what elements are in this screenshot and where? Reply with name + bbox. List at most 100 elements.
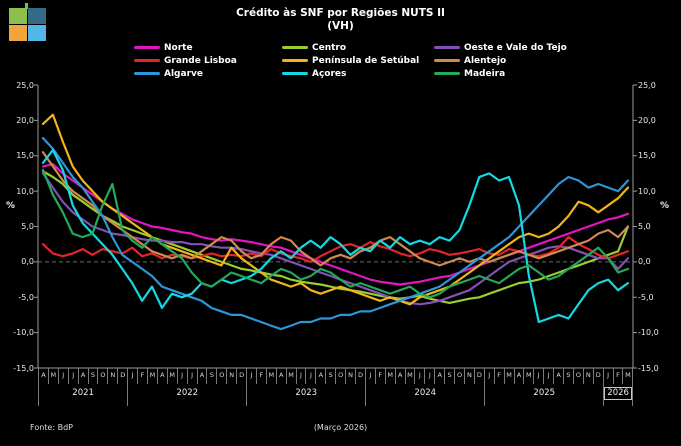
x-month-label: M (622, 368, 634, 384)
legend-swatch (134, 59, 160, 62)
x-year-label: 2021 (38, 384, 127, 406)
legend-label: Alentejo (464, 55, 507, 66)
chart-legend: Norte Centro Oeste e Vale do Tejo Grande Li… (134, 41, 604, 80)
x-year-label: 2023 (246, 384, 365, 406)
x-month-label: O (335, 368, 345, 384)
x-month-label: O (454, 368, 464, 384)
x-month-label: M (523, 368, 533, 384)
x-year-label: 2022 (127, 384, 246, 406)
y-axis-unit-left: % (6, 201, 16, 211)
x-month-label: J (295, 368, 306, 384)
y-tick-label-left: -10,0 (13, 328, 34, 338)
x-month-label: S (87, 368, 98, 384)
x-year-text: 2023 (295, 388, 318, 398)
legend-item-alentejo: Alentejo (434, 56, 604, 66)
x-month-label: J (186, 368, 197, 384)
series-line-algarve (41, 137, 630, 331)
x-month-label: M (404, 368, 415, 384)
x-month-label: F (137, 368, 147, 384)
y-tick-label-left: -15,0 (13, 363, 34, 373)
x-month-label: J (364, 368, 375, 384)
x-month-label: A (553, 368, 563, 384)
y-tick-label-right: -15,0 (638, 363, 659, 373)
x-year-text: 2025 (533, 388, 556, 398)
legend-item-madeira: Madeira (434, 69, 604, 79)
x-month-label: O (97, 368, 107, 384)
legend-swatch (282, 46, 308, 49)
app-logo (9, 3, 47, 42)
x-month-label: N (463, 368, 474, 384)
series-line-norte (41, 163, 630, 286)
x-month-label: J (533, 368, 543, 384)
x-month-label: D (236, 368, 246, 384)
legend-item-algarve: Algarve (134, 69, 282, 79)
y-tick-label-right: 0,0 (638, 257, 651, 267)
x-month-label: N (582, 368, 593, 384)
chart-title-line1: Crédito às SNF por Regiões NUTS II (236, 7, 445, 19)
x-month-label: F (493, 368, 504, 384)
x-month-label: J (57, 368, 68, 384)
x-month-label: A (434, 368, 444, 384)
series-line-madeira (41, 168, 630, 299)
legend-label: Grande Lisboa (164, 55, 237, 66)
legend-item-a-ores: Açores (282, 69, 434, 79)
x-month-label: M (146, 368, 157, 384)
x-month-label: M (47, 368, 58, 384)
y-tick-label-right: 5,0 (638, 222, 651, 231)
x-month-label: M (265, 368, 276, 384)
x-month-label: J (483, 368, 494, 384)
logo-square (28, 8, 46, 24)
x-month-label: N (107, 368, 117, 384)
x-axis-years: 2021 2022 2023 2024 2025 2026 (38, 384, 633, 406)
y-tick-label-right: 15,0 (638, 151, 656, 161)
legend-item-centro: Centro (282, 43, 434, 53)
legend-item-oeste-e-vale-do-tejo: Oeste e Vale do Tejo (434, 43, 604, 53)
x-month-label: M (384, 368, 395, 384)
x-month-label: J (602, 368, 613, 384)
y-tick-label-left: -5,0 (18, 292, 34, 302)
x-month-label: A (38, 368, 48, 384)
x-month-label: J (127, 368, 137, 384)
chart-title-line2: (VH) (327, 20, 354, 32)
x-month-label: J (414, 368, 424, 384)
legend-item-norte: Norte (134, 43, 282, 53)
x-year-label: 2026 (603, 384, 633, 406)
x-month-label: O (216, 368, 226, 384)
legend-item-grande-lisboa: Grande Lisboa (134, 56, 282, 66)
legend-swatch (282, 72, 308, 75)
legend-label: Norte (164, 42, 193, 53)
logo-square (9, 25, 27, 41)
chart-title: Crédito às SNF por Regiões NUTS II (VH) (0, 7, 681, 33)
x-month-label: M (285, 368, 296, 384)
legend-label: Oeste e Vale do Tejo (464, 42, 567, 53)
x-month-label: D (592, 368, 603, 384)
legend-swatch (134, 46, 160, 49)
x-month-label: O (572, 368, 583, 384)
y-tick-label-right: 10,0 (638, 186, 656, 196)
x-month-label: D (355, 368, 365, 384)
y-tick-label-left: 15,0 (16, 151, 34, 161)
y-tick-label-left: 0,0 (21, 257, 34, 267)
x-month-label: J (176, 368, 187, 384)
legend-label: Península de Setúbal (312, 55, 420, 66)
x-month-label: A (394, 368, 405, 384)
legend-label: Madeira (464, 68, 506, 79)
x-month-label: D (117, 368, 127, 384)
x-month-label: A (513, 368, 524, 384)
x-month-label: S (444, 368, 454, 384)
x-year-text: 2024 (414, 388, 437, 398)
x-month-label: J (305, 368, 315, 384)
x-month-label: N (226, 368, 236, 384)
logo-square (9, 8, 27, 24)
x-month-label: D (473, 368, 484, 384)
x-year-text: 2021 (72, 388, 94, 398)
x-month-label: J (543, 368, 553, 384)
x-month-label: A (315, 368, 325, 384)
source-note: Fonte: BdP (30, 423, 73, 432)
y-tick-label-right: 25,0 (638, 80, 656, 90)
y-tick-label-left: 10,0 (16, 186, 34, 196)
legend-item-pen-nsula-de-set-bal: Península de Setúbal (282, 56, 434, 66)
legend-label: Açores (312, 68, 347, 79)
x-month-label: J (424, 368, 434, 384)
